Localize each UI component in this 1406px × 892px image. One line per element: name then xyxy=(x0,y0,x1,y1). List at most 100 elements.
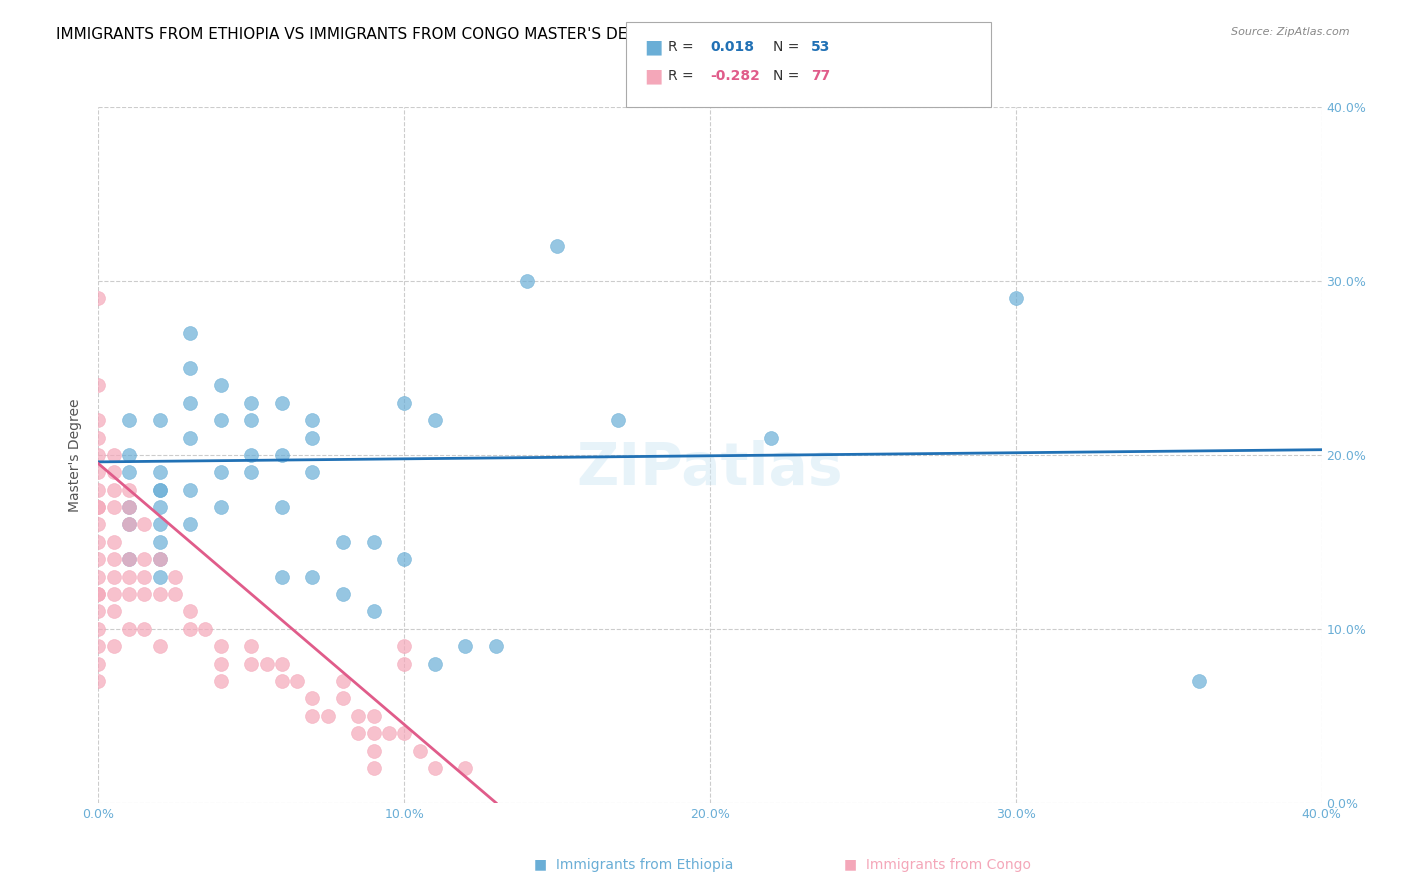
Point xyxy=(149,552,172,566)
Point xyxy=(392,396,416,410)
Point xyxy=(209,378,232,392)
Point xyxy=(103,466,125,480)
Text: R =: R = xyxy=(668,69,693,83)
Point xyxy=(332,691,354,706)
Point xyxy=(118,587,141,601)
Point xyxy=(285,674,308,689)
Point xyxy=(240,396,263,410)
Point xyxy=(301,431,323,445)
Point xyxy=(87,552,110,566)
Text: ZIPatlas: ZIPatlas xyxy=(576,441,844,498)
Point xyxy=(408,744,430,758)
Point xyxy=(194,622,217,636)
Point xyxy=(179,360,201,375)
Point xyxy=(378,726,401,740)
Point xyxy=(118,552,141,566)
Point xyxy=(209,413,232,427)
Point xyxy=(301,708,323,723)
Point xyxy=(516,274,538,288)
Point xyxy=(270,448,292,462)
Point xyxy=(363,708,385,723)
Text: ■: ■ xyxy=(644,37,662,57)
Point xyxy=(163,587,186,601)
Point xyxy=(270,500,292,514)
Point xyxy=(209,674,232,689)
Point xyxy=(179,605,201,619)
Point xyxy=(87,483,110,497)
Point xyxy=(134,587,156,601)
Point xyxy=(87,657,110,671)
Point xyxy=(118,622,141,636)
Point xyxy=(332,674,354,689)
Point xyxy=(179,483,201,497)
Point xyxy=(87,413,110,427)
Point xyxy=(149,500,172,514)
Point xyxy=(179,326,201,340)
Point xyxy=(546,239,568,253)
Point xyxy=(454,761,477,775)
Point xyxy=(103,448,125,462)
Point xyxy=(270,674,292,689)
Point xyxy=(179,622,201,636)
Point xyxy=(240,639,263,653)
Point xyxy=(256,657,278,671)
Point xyxy=(270,657,292,671)
Point xyxy=(134,552,156,566)
Point xyxy=(209,466,232,480)
Text: 77: 77 xyxy=(811,69,831,83)
Point xyxy=(87,674,110,689)
Point xyxy=(301,691,323,706)
Point xyxy=(87,291,110,305)
Text: 53: 53 xyxy=(811,40,831,54)
Point xyxy=(423,413,446,427)
Point xyxy=(179,517,201,532)
Point xyxy=(240,466,263,480)
Point xyxy=(759,431,782,445)
Point xyxy=(363,744,385,758)
Point xyxy=(392,726,416,740)
Point xyxy=(118,570,141,584)
Point xyxy=(209,657,232,671)
Point xyxy=(149,413,172,427)
Point xyxy=(118,448,141,462)
Point xyxy=(301,413,323,427)
Point xyxy=(347,726,370,740)
Point xyxy=(118,413,141,427)
Point xyxy=(149,483,172,497)
Point xyxy=(103,639,125,653)
Point xyxy=(87,605,110,619)
Point xyxy=(118,517,141,532)
Point xyxy=(87,639,110,653)
Text: -0.282: -0.282 xyxy=(710,69,759,83)
Point xyxy=(87,500,110,514)
Text: N =: N = xyxy=(773,40,800,54)
Text: ■: ■ xyxy=(644,66,662,86)
Point xyxy=(87,431,110,445)
Point xyxy=(240,448,263,462)
Point xyxy=(392,657,416,671)
Point xyxy=(301,570,323,584)
Point xyxy=(87,378,110,392)
Point xyxy=(316,708,339,723)
Text: N =: N = xyxy=(773,69,800,83)
Point xyxy=(270,396,292,410)
Point xyxy=(103,587,125,601)
Point xyxy=(454,639,477,653)
Point xyxy=(103,534,125,549)
Point xyxy=(118,500,141,514)
Point xyxy=(392,639,416,653)
Point xyxy=(87,570,110,584)
Point xyxy=(270,570,292,584)
Point xyxy=(149,570,172,584)
Point xyxy=(607,413,630,427)
Point xyxy=(87,587,110,601)
Point xyxy=(347,708,370,723)
Text: ■  Immigrants from Congo: ■ Immigrants from Congo xyxy=(844,858,1031,872)
Point xyxy=(179,431,201,445)
Point xyxy=(87,622,110,636)
Point xyxy=(1188,674,1211,689)
Text: Source: ZipAtlas.com: Source: ZipAtlas.com xyxy=(1232,27,1350,37)
Point xyxy=(87,466,110,480)
Point xyxy=(423,761,446,775)
Point xyxy=(392,552,416,566)
